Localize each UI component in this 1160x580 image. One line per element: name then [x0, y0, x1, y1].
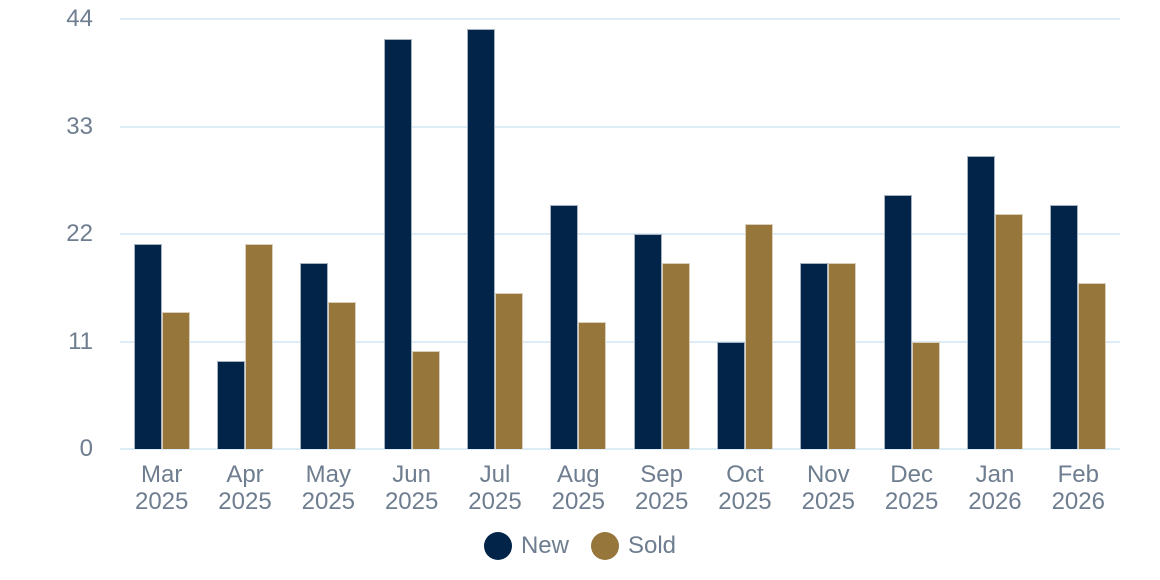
x-tick-month: Dec [890, 461, 933, 488]
bar-sold-nov[interactable] [828, 263, 857, 449]
bar-sold-may[interactable] [328, 302, 357, 449]
x-tick-label: Jun 2025 [370, 461, 453, 515]
legend: New Sold [0, 530, 1160, 562]
bar-new-feb[interactable] [1050, 204, 1079, 449]
legend-label: New [520, 532, 569, 559]
y-tick-label: 11 [68, 327, 93, 355]
bar-new-may[interactable] [300, 263, 329, 449]
bar-group-aug [537, 19, 620, 449]
bar-group-jan [953, 19, 1036, 449]
x-tick-year: 2025 [468, 488, 522, 515]
x-tick-month: Jul [479, 461, 511, 488]
legend-item-sold[interactable]: Sold [590, 532, 677, 560]
gridline [120, 233, 1120, 235]
x-tick-year: 2025 [384, 488, 439, 515]
bar-new-sep[interactable] [633, 234, 662, 449]
bar-new-aug[interactable] [550, 204, 579, 449]
x-axis: Mar 2025 Apr 2025 May 2025 Jun 2025 Jul 2025 Aug 20… [120, 461, 1120, 515]
gridline [120, 18, 1120, 20]
x-tick-label: Nov 2025 [787, 461, 870, 515]
x-tick-year: 2025 [884, 488, 939, 515]
x-tick-year: 2026 [1051, 488, 1105, 515]
bar-group-oct [703, 19, 786, 449]
x-tick-year: 2025 [634, 488, 689, 515]
bar-new-dec[interactable] [883, 194, 912, 449]
x-tick-month: Feb [1057, 461, 1099, 488]
x-tick-year: 2025 [218, 488, 272, 515]
x-tick-month: Oct [726, 461, 764, 488]
y-axis: 0 11 22 33 44 [0, 6, 93, 462]
x-tick-month: Sep [640, 461, 683, 488]
x-tick-label: Sep 2025 [620, 461, 703, 515]
bar-sold-dec[interactable] [911, 341, 940, 449]
x-tick-label: Mar 2025 [120, 461, 203, 515]
bar-sold-aug[interactable] [578, 321, 607, 449]
bar-group-dec [870, 19, 953, 449]
x-tick-year: 2025 [718, 488, 772, 515]
y-tick-label: 33 [66, 112, 93, 140]
x-tick-label: Jan 2026 [953, 461, 1036, 515]
y-tick-label: 22 [66, 220, 93, 247]
bar-new-jul[interactable] [466, 28, 495, 449]
x-tick-label: Apr 2025 [203, 461, 286, 515]
bar-group-jul [453, 19, 536, 449]
x-tick-month: Apr [226, 461, 264, 488]
x-tick-month: Jan [975, 461, 1015, 488]
x-tick-year: 2025 [551, 488, 605, 515]
bar-sold-apr[interactable] [244, 243, 273, 449]
x-tick-label: Jul 2025 [453, 461, 536, 515]
gridline [120, 125, 1120, 128]
x-tick-month: May [305, 461, 351, 488]
x-tick-label: Feb 2026 [1037, 461, 1120, 515]
bar-new-oct[interactable] [716, 341, 745, 449]
bar-new-jun[interactable] [383, 38, 412, 449]
bar-sold-jun[interactable] [411, 351, 440, 449]
y-tick-label: 44 [66, 5, 93, 32]
plot-area [120, 18, 1120, 450]
bar-sold-oct[interactable] [744, 224, 773, 449]
bar-new-apr[interactable] [216, 361, 245, 449]
x-tick-year: 2025 [134, 488, 189, 515]
x-tick-label: Aug 2025 [537, 461, 620, 515]
bar-group-may [287, 19, 370, 449]
legend-item-new[interactable]: New [483, 532, 569, 560]
bar-new-jan[interactable] [966, 155, 995, 449]
bar-sold-jan[interactable] [994, 214, 1023, 449]
bar-sold-mar[interactable] [161, 312, 190, 449]
bar-new-mar[interactable] [133, 243, 162, 449]
bar-sold-feb[interactable] [1078, 282, 1107, 449]
x-tick-label: May 2025 [287, 461, 370, 515]
bar-group-sep [620, 19, 703, 449]
bar-new-nov[interactable] [800, 263, 829, 449]
x-tick-year: 2025 [301, 488, 356, 515]
x-tick-year: 2026 [968, 488, 1022, 515]
y-tick-label: 0 [79, 435, 93, 462]
gridline [120, 340, 1120, 343]
bar-group-apr [203, 19, 286, 449]
x-tick-month: Nov [806, 461, 850, 488]
bar-group-jun [370, 19, 453, 449]
x-tick-year: 2025 [801, 488, 855, 515]
x-tick-label: Dec 2025 [870, 461, 953, 515]
bar-sold-sep[interactable] [661, 263, 690, 449]
bar-group-nov [787, 19, 870, 449]
x-tick-month: Mar [140, 461, 183, 488]
bar-group-feb [1037, 19, 1120, 449]
gridline [120, 448, 1120, 450]
x-tick-label: Oct 2025 [703, 461, 786, 515]
x-tick-month: Aug [556, 461, 600, 488]
legend-label: Sold [627, 532, 677, 559]
legend-marker-circle-icon [590, 532, 619, 560]
bar-group-mar [120, 19, 203, 449]
legend-marker-circle-icon [483, 532, 512, 560]
bar-sold-jul[interactable] [494, 292, 523, 449]
x-tick-month: Jun [392, 461, 431, 488]
